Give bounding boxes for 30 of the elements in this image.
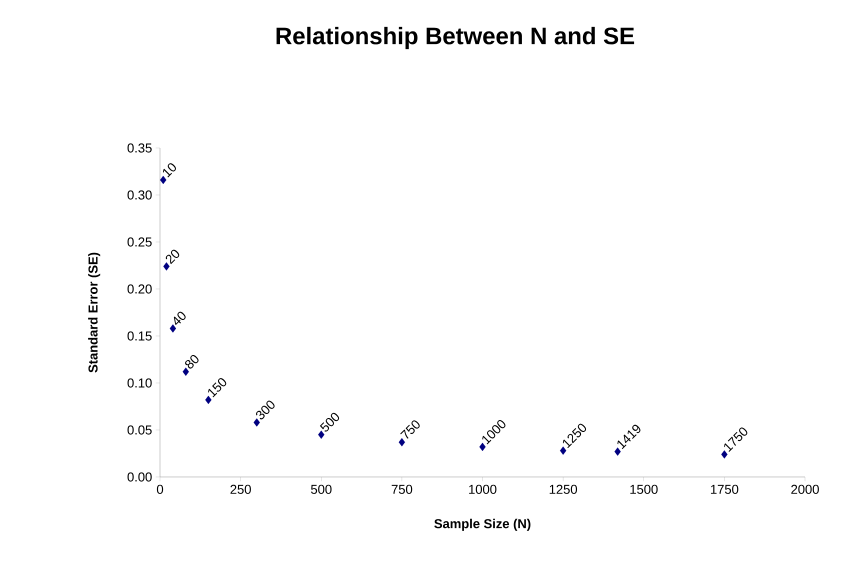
- y-tick-label: 0.00: [128, 472, 152, 482]
- x-tick-label: 750: [392, 484, 412, 494]
- y-tick-label: 0.15: [128, 331, 152, 341]
- annotation: 500: [320, 412, 340, 432]
- y-tick-label: 0.30: [128, 190, 152, 200]
- x-tick-label: 1500: [630, 484, 658, 494]
- chart-title: Relationship Between N and SE: [276, 26, 634, 50]
- annotation: 40: [174, 312, 186, 326]
- y-tick-label: 0.05: [128, 425, 152, 435]
- x-tick-label: 500: [310, 484, 332, 494]
- x-tick-label: 0: [156, 484, 164, 494]
- annotation: 150: [208, 378, 226, 398]
- y-axis-title: Standard Error (SE): [88, 252, 100, 373]
- point: [398, 438, 406, 446]
- annotation: 80: [185, 354, 199, 369]
- x-tick-label: 1000: [469, 484, 496, 494]
- x-axis-title: Sample Size (N): [434, 518, 530, 531]
- x-tick-label: 250: [230, 484, 251, 494]
- y-tick-label: 0.35: [128, 143, 152, 153]
- annotation: 750: [400, 420, 420, 439]
- y-tick-label: 0.25: [128, 237, 152, 247]
- annotation: 20: [166, 250, 180, 264]
- x-tick-label: 1250: [550, 484, 578, 494]
- annotation: 10: [162, 163, 176, 178]
- y-tick-label: 0.10: [128, 378, 152, 388]
- point: [170, 324, 176, 333]
- x-tick-label: 1750: [710, 484, 738, 494]
- y-tick-label: 0.20: [128, 284, 152, 294]
- x-tick-label: 2000: [791, 484, 819, 494]
- annotation: 300: [256, 400, 275, 420]
